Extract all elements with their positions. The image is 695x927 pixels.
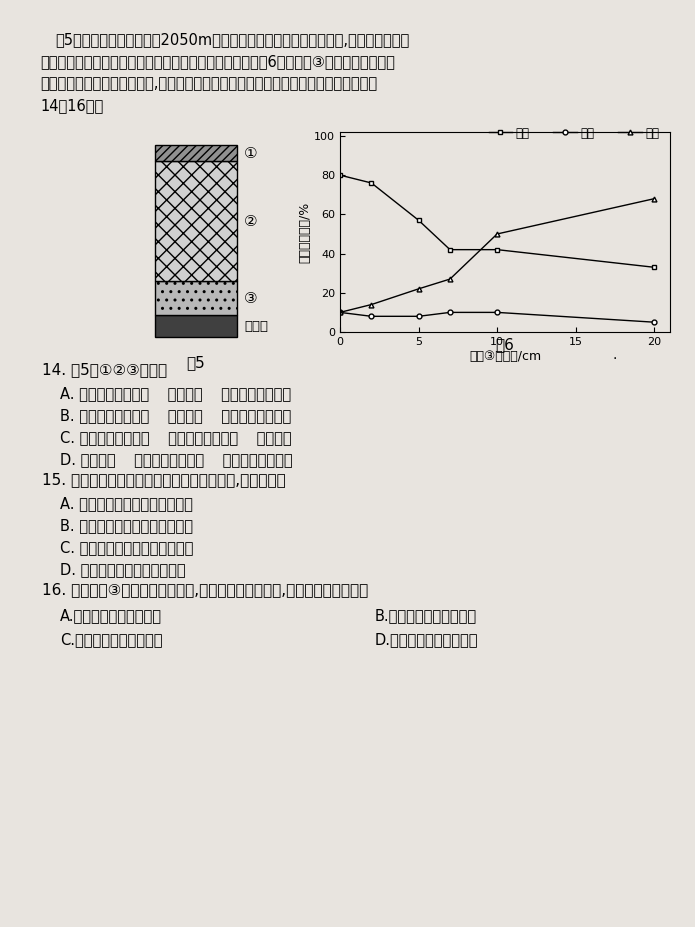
- Text: C. 火山爆发前林线高于现代林线: C. 火山爆发前林线高于现代林线: [60, 540, 193, 555]
- Text: D. 火山爆发前冬季积雪期更长: D. 火山爆发前冬季积雪期更长: [60, 562, 186, 577]
- 草本: [367, 311, 375, 322]
- Text: 图5为我国长白山南坡海拔2050m处苔原带的某样地剖面。研究发现,该剖面包含火山: 图5为我国长白山南坡海拔2050m处苔原带的某样地剖面。研究发现,该剖面包含火山: [55, 32, 409, 47]
- 草本: [336, 307, 344, 318]
- Text: 14. 图5中①②③依次为: 14. 图5中①②③依次为: [42, 362, 167, 377]
- Text: 母质层: 母质层: [244, 320, 268, 333]
- Text: C. 火山爆发后土壤层    火山爆发前土壤层    火山灰层: C. 火山爆发后土壤层 火山爆发前土壤层 火山灰层: [60, 430, 292, 445]
- Text: 15. 火山灰层中有大量一千多年前的树木残体,据此可推测: 15. 火山灰层中有大量一千多年前的树木残体,据此可推测: [42, 472, 286, 487]
- FancyBboxPatch shape: [155, 281, 237, 315]
- 草本: [445, 307, 454, 318]
- 木本: [414, 215, 423, 226]
- Line: 蕨类: 蕨类: [338, 197, 657, 315]
- Text: D. 火山灰层    火山爆发前土壤层    火山爆发后土壤层: D. 火山灰层 火山爆发前土壤层 火山爆发后土壤层: [60, 452, 293, 467]
- Text: 图5: 图5: [187, 355, 206, 370]
- 木本: [367, 177, 375, 188]
- FancyBboxPatch shape: [155, 145, 237, 161]
- 草本: [414, 311, 423, 322]
- 草本: [650, 317, 658, 328]
- 蕨类: [445, 273, 454, 285]
- Line: 木本: 木本: [338, 172, 657, 270]
- Y-axis label: 孢粉各成占比/%: 孢粉各成占比/%: [298, 201, 311, 262]
- Text: B. 树木残体来自于常绿硬叶树种: B. 树木残体来自于常绿硬叶树种: [60, 518, 193, 533]
- Text: 图6: 图6: [496, 337, 514, 352]
- 木本: [493, 244, 501, 255]
- Text: A.从蕨类为主向草本为主: A.从蕨类为主向草本为主: [60, 608, 162, 623]
- 草本: [493, 307, 501, 318]
- Text: 爆发前土壤层、火山爆发后土壤层、火山灰层和母质层。图6为该剖面③层中的孢粉组成。: 爆发前土壤层、火山爆发后土壤层、火山灰层和母质层。图6为该剖面③层中的孢粉组成。: [40, 54, 395, 69]
- 蕨类: [336, 307, 344, 318]
- 木本: [336, 170, 344, 181]
- Line: 草本: 草本: [338, 310, 657, 324]
- 蕨类: [493, 228, 501, 239]
- Text: ①: ①: [244, 146, 258, 160]
- Text: 14－16题。: 14－16题。: [40, 98, 104, 113]
- Text: ③: ③: [244, 290, 258, 306]
- 木本: [650, 261, 658, 273]
- Legend: 木本, 草本, 蕨类: 木本, 草本, 蕨类: [484, 122, 664, 145]
- Text: A. 火山爆发后土壤层    火山灰层    火山爆发前土壤层: A. 火山爆发后土壤层 火山灰层 火山爆发前土壤层: [60, 386, 291, 401]
- 木本: [445, 244, 454, 255]
- Text: ②: ②: [244, 213, 258, 228]
- Text: C.从蕨类为主向木本为主: C.从蕨类为主向木本为主: [60, 632, 163, 647]
- Text: B. 火山爆发前土壤层    火山灰层    火山爆发后土壤层: B. 火山爆发前土壤层 火山灰层 火山爆发后土壤层: [60, 408, 291, 423]
- FancyBboxPatch shape: [155, 161, 237, 281]
- X-axis label: 剖面③层深度/cm: 剖面③层深度/cm: [469, 349, 541, 362]
- Text: B.从草本为主向木本为主: B.从草本为主向木本为主: [375, 608, 477, 623]
- Text: 孢粉是植物孢子和花粉的总称,通常用地层中的孢粉作为识别过去植被的证据。据此完成: 孢粉是植物孢子和花粉的总称,通常用地层中的孢粉作为识别过去植被的证据。据此完成: [40, 76, 377, 91]
- Text: 16. 根据剖面③层中孢粉组成可知,在该层代表的时期内,当地植被演替方向为: 16. 根据剖面③层中孢粉组成可知,在该层代表的时期内,当地植被演替方向为: [42, 582, 368, 597]
- 蕨类: [650, 193, 658, 204]
- 蕨类: [367, 299, 375, 311]
- Text: .: .: [613, 348, 617, 362]
- 蕨类: [414, 284, 423, 295]
- FancyBboxPatch shape: [155, 315, 237, 337]
- Text: D.从木本为主向蕨类为主: D.从木本为主向蕨类为主: [375, 632, 478, 647]
- Text: A. 树木残体来自于常绿阔叶树种: A. 树木残体来自于常绿阔叶树种: [60, 496, 193, 511]
